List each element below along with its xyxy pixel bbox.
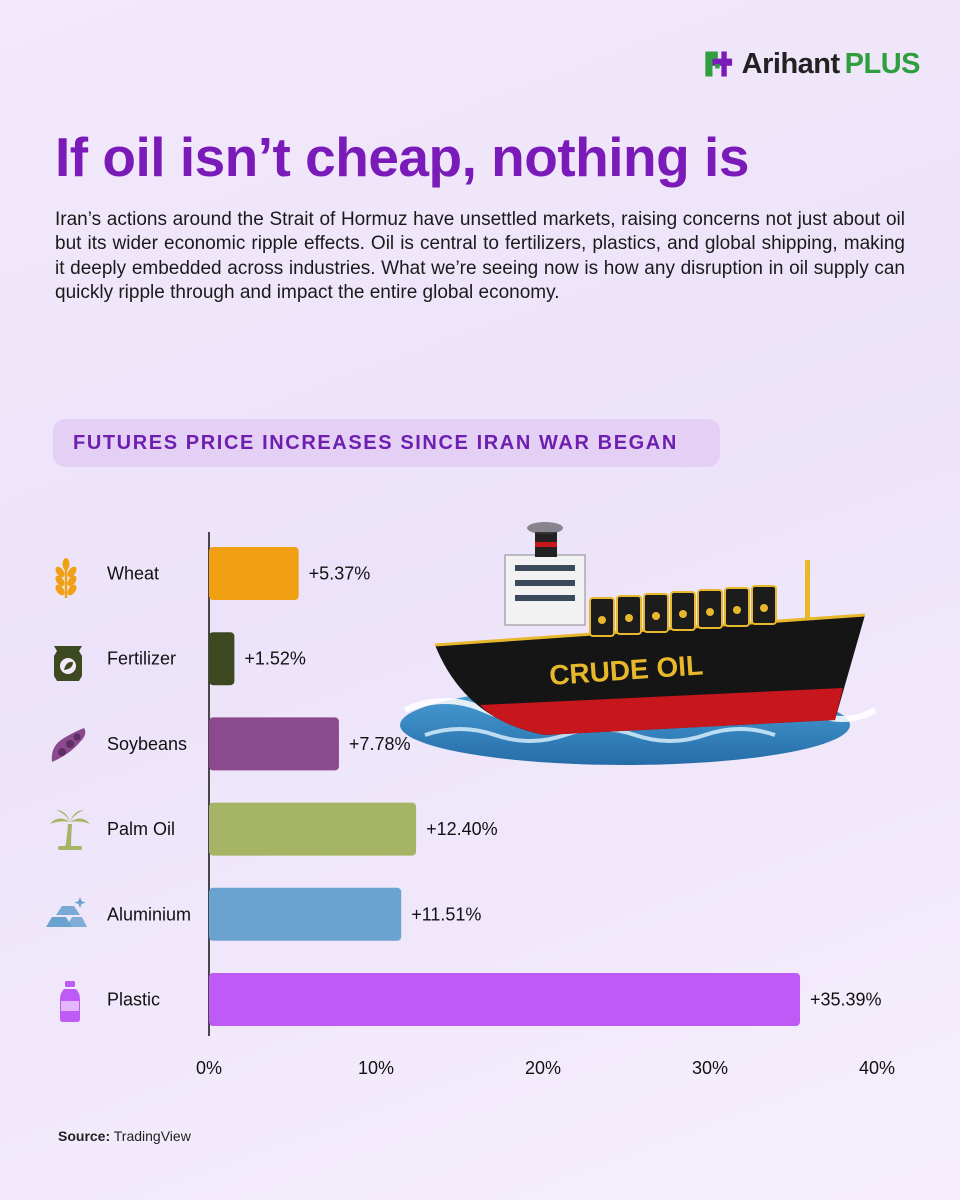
fertilizer-bag-icon — [46, 640, 90, 684]
value-label: +35.39% — [810, 990, 882, 1010]
category-label: Soybeans — [107, 734, 187, 754]
page-title: If oil isn’t cheap, nothing is — [55, 126, 749, 188]
x-tick-label: 0% — [196, 1058, 222, 1078]
category-label: Palm Oil — [107, 819, 175, 839]
category-label: Aluminium — [107, 904, 191, 924]
value-label: +11.51% — [411, 904, 481, 924]
soybean-icon — [46, 724, 90, 768]
value-label: +1.52% — [244, 649, 306, 669]
category-label: Fertilizer — [107, 649, 176, 669]
aluminium-ingot-icon — [44, 893, 88, 937]
source-label: Source: — [58, 1128, 111, 1144]
brand-logo: Arihant PLUS — [700, 44, 921, 84]
category-label: Wheat — [107, 564, 159, 584]
bar-fertilizer — [209, 632, 235, 686]
x-tick-label: 40% — [859, 1058, 895, 1078]
bar-palm-oil — [209, 802, 417, 856]
bar-aluminium — [209, 887, 402, 941]
bar-wheat — [209, 547, 299, 600]
value-label: +12.40% — [426, 819, 498, 839]
x-tick-label: 10% — [358, 1058, 394, 1078]
brand-name: Arihant — [741, 47, 841, 80]
source-value: TradingView — [113, 1128, 191, 1144]
source-note: Source: TradingView — [58, 1128, 191, 1144]
plastic-bottle-icon — [48, 979, 92, 1023]
arihant-logo-icon — [705, 51, 733, 77]
bar-soybeans — [209, 717, 339, 771]
x-tick-label: 20% — [525, 1058, 561, 1078]
chart-title-banner: FUTURES PRICE INCREASES SINCE IRAN WAR B… — [53, 419, 720, 467]
intro-paragraph: Iran’s actions around the Strait of Horm… — [55, 209, 905, 304]
category-label: Plastic — [107, 990, 160, 1010]
value-label: +5.37% — [309, 564, 371, 584]
bar-plastic — [209, 973, 801, 1026]
oil-tanker-ship-illustration: CRUDE OIL — [400, 522, 877, 765]
wheat-icon — [44, 556, 88, 600]
brand-suffix: PLUS — [844, 47, 921, 80]
chart-title: FUTURES PRICE INCREASES SINCE IRAN WAR B… — [73, 431, 678, 454]
palm-tree-icon — [48, 808, 92, 852]
x-tick-label: 30% — [692, 1058, 728, 1078]
